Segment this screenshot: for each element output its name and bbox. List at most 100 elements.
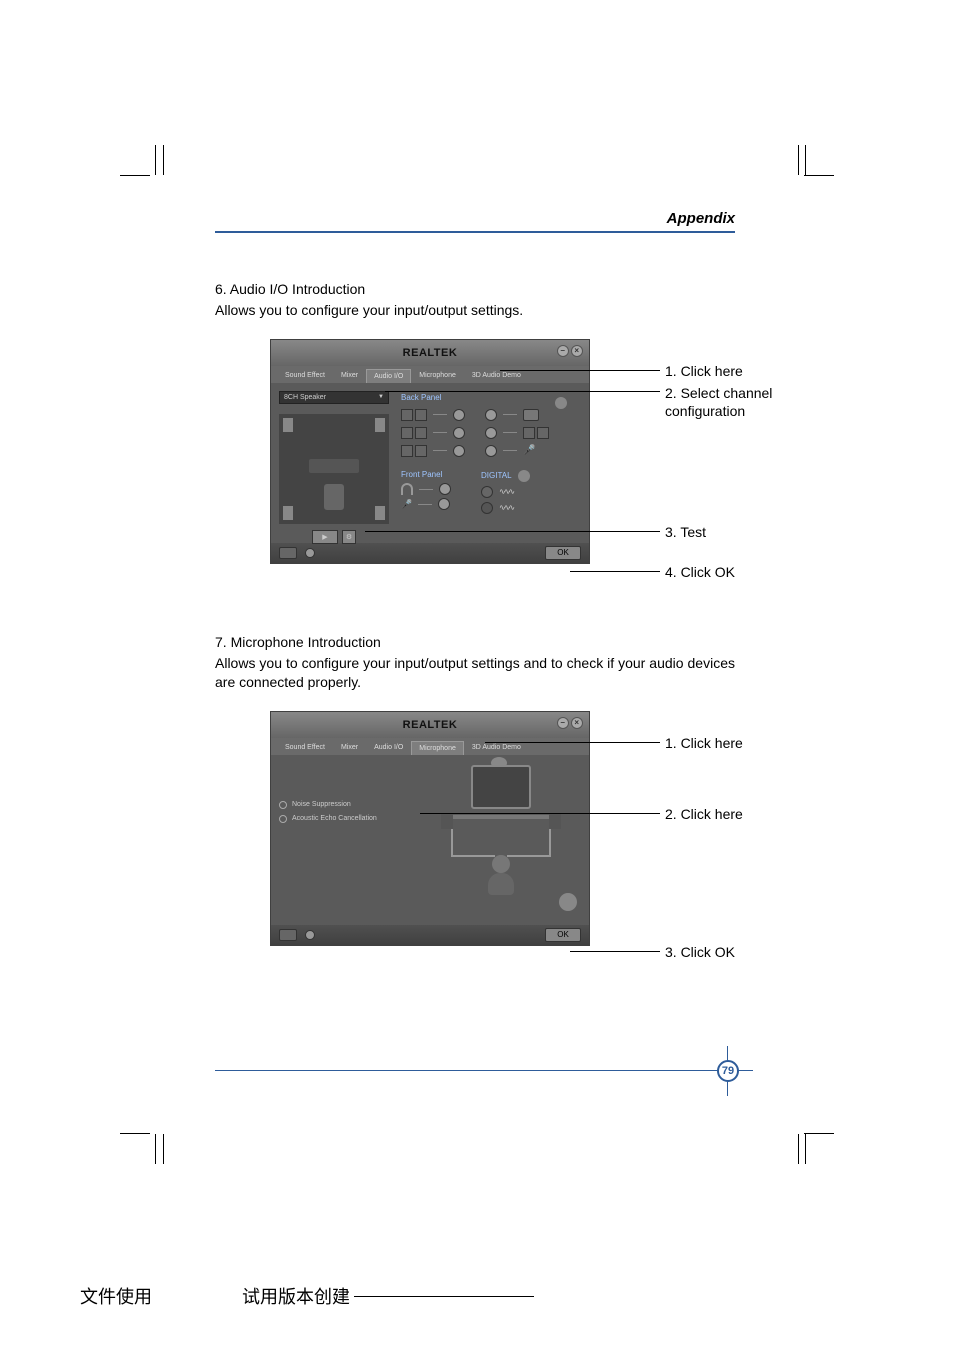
callout-3: 3. Test	[665, 524, 845, 540]
jack-plug-icon[interactable]	[439, 483, 451, 495]
crop-mark	[804, 1133, 834, 1134]
tool-icon[interactable]	[555, 397, 567, 409]
speaker-icon	[441, 813, 453, 829]
jack-icon	[415, 427, 427, 439]
window-body: 8CH Speaker ▼ ▶	[271, 383, 589, 543]
crop-mark	[120, 1133, 150, 1134]
tab-mixer[interactable]: Mixer	[333, 368, 366, 383]
echo-cancellation-option[interactable]: Acoustic Echo Cancellation	[279, 815, 409, 823]
jack-plug-icon[interactable]	[453, 409, 465, 421]
tab-audio-io[interactable]: Audio I/O	[366, 369, 411, 384]
jack-icon	[401, 445, 413, 457]
minimize-icon[interactable]: –	[557, 717, 569, 729]
speaker-icon[interactable]	[375, 506, 385, 520]
noise-suppression-option[interactable]: Noise Suppression	[279, 801, 409, 809]
tab-bar: Sound Effect Mixer Audio I/O Microphone …	[271, 366, 589, 383]
speaker-layout	[279, 414, 389, 524]
person-icon	[486, 855, 516, 895]
status-icon[interactable]	[279, 929, 297, 941]
page-content: Appendix 6. Audio I/O Introduction Allow…	[215, 210, 735, 946]
callout-2: 2. Select channel configuration	[665, 384, 845, 422]
front-panel-label: Front Panel	[401, 470, 451, 479]
minimize-icon[interactable]: –	[557, 345, 569, 357]
option-label: Noise Suppression	[292, 801, 351, 808]
callout-line	[385, 391, 660, 392]
crop-mark	[805, 1134, 806, 1164]
close-icon[interactable]: ×	[571, 717, 583, 729]
jack-plug-icon[interactable]	[453, 445, 465, 457]
play-button[interactable]: ▶	[312, 530, 338, 544]
callout-1: 1. Click here	[665, 735, 845, 751]
callout-line	[500, 370, 660, 371]
window-footer: OK	[271, 543, 589, 563]
waveform-icon: ∿∿∿	[499, 503, 513, 512]
jack-plug-icon[interactable]	[485, 427, 497, 439]
section-microphone: 7. Microphone Introduction Allows you to…	[215, 634, 735, 946]
channel-dropdown-label: 8CH Speaker	[284, 394, 326, 401]
section-title: 7. Microphone Introduction	[215, 634, 735, 650]
tab-sound-effect[interactable]: Sound Effect	[277, 740, 333, 755]
crop-mark	[163, 145, 164, 175]
jack-icon	[415, 409, 427, 421]
crop-mark	[163, 1134, 164, 1164]
waveform-icon: ∿∿∿	[499, 487, 513, 496]
channel-dropdown[interactable]: 8CH Speaker ▼	[279, 391, 389, 404]
tool-icon[interactable]	[518, 470, 530, 482]
jack-plug-icon[interactable]	[485, 409, 497, 421]
status-icon[interactable]	[305, 930, 315, 940]
page-footer-rule: 79	[215, 1070, 735, 1071]
arrow-icon	[451, 829, 453, 855]
speaker-icon[interactable]	[283, 418, 293, 432]
tab-sound-effect[interactable]: Sound Effect	[277, 368, 333, 383]
digital-label: DIGITAL	[481, 471, 512, 480]
status-icon[interactable]	[305, 548, 315, 558]
globe-icon[interactable]	[559, 893, 577, 911]
window-titlebar: REALTEK – ×	[271, 712, 589, 738]
jack-plug-icon[interactable]	[485, 445, 497, 457]
settings-icon[interactable]: ⚙	[342, 530, 356, 544]
section-audio-io: 6. Audio I/O Introduction Allows you to …	[215, 281, 735, 564]
speaker-icon[interactable]	[283, 506, 293, 520]
realtek-window: REALTEK – × Sound Effect Mixer Audio I/O…	[270, 711, 590, 946]
digital-out-icon[interactable]	[481, 502, 493, 514]
desk-icon	[451, 815, 551, 819]
status-icon[interactable]	[279, 547, 297, 559]
footer-underline	[354, 1296, 534, 1297]
close-icon[interactable]: ×	[571, 345, 583, 357]
digital-out-icon[interactable]	[481, 486, 493, 498]
jack-icon	[523, 427, 535, 439]
channel-panel: 8CH Speaker ▼ ▶	[279, 391, 389, 544]
crop-mark	[804, 175, 834, 176]
callout-line	[570, 571, 660, 572]
crop-mark	[155, 1134, 156, 1164]
tab-microphone[interactable]: Microphone	[411, 368, 464, 383]
page-header: Appendix	[215, 210, 735, 233]
footer-left: 文件使用	[80, 1283, 152, 1309]
option-label: Acoustic Echo Cancellation	[292, 815, 377, 822]
speaker-icon	[549, 813, 561, 829]
mic-icon: 🎤	[523, 445, 535, 456]
radio-icon	[279, 815, 287, 823]
ok-button[interactable]: OK	[545, 546, 581, 560]
footer-right: 试用版本创建	[242, 1283, 350, 1309]
jack-icon	[401, 409, 413, 421]
callout-3: 3. Click OK	[665, 944, 845, 960]
jack-panel: Back Panel 🎤	[401, 391, 573, 514]
jack-plug-icon[interactable]	[453, 427, 465, 439]
chair-icon	[324, 484, 344, 510]
callout-line	[420, 813, 660, 814]
jack-plug-icon[interactable]	[438, 498, 450, 510]
tab-audio-io[interactable]: Audio I/O	[366, 740, 411, 755]
section-desc: Allows you to configure your input/outpu…	[215, 301, 735, 321]
tab-microphone[interactable]: Microphone	[411, 741, 464, 756]
device-icon	[523, 409, 539, 421]
section-title: 6. Audio I/O Introduction	[215, 281, 735, 297]
crop-mark	[798, 145, 799, 175]
callout-2: 2. Click here	[665, 806, 845, 822]
tab-mixer[interactable]: Mixer	[333, 740, 366, 755]
window-body: Noise Suppression Acoustic Echo Cancella…	[271, 755, 589, 925]
callout-line	[365, 531, 660, 532]
ok-button[interactable]: OK	[545, 928, 581, 942]
speaker-icon[interactable]	[375, 418, 385, 432]
window-titlebar: REALTEK – ×	[271, 340, 589, 366]
